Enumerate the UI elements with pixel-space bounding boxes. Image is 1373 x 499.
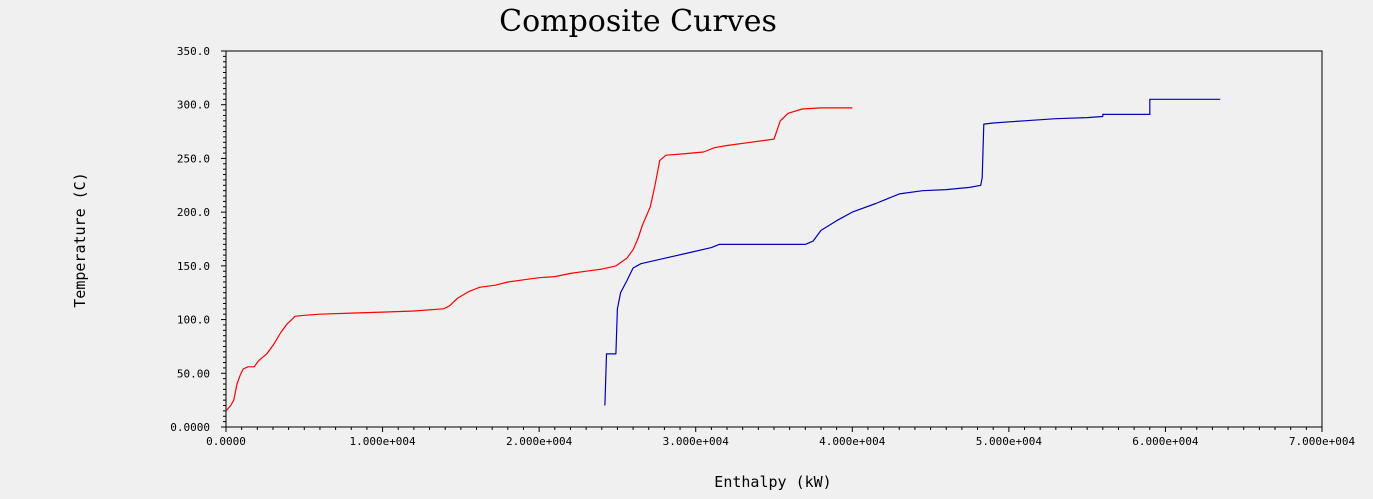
y-tick-label: 0.0000 <box>170 421 210 434</box>
hot-composite-curve <box>225 107 853 412</box>
x-tick-label: 0.0000 <box>206 435 246 448</box>
x-tick-label: 4.000e+004 <box>819 435 886 448</box>
series-layer <box>225 98 1221 412</box>
y-tick-label: 100.0 <box>177 314 210 327</box>
axis-ticks: 0.0000 1.000e+004 2.000e+004 3.000e+004 4.00… <box>170 45 1355 448</box>
x-axis-label: Enthalpy (kW) <box>714 473 831 491</box>
x-tick-label: 3.000e+004 <box>663 435 730 448</box>
x-tick-label: 5.000e+004 <box>976 435 1043 448</box>
plot-area-frame <box>225 50 1323 428</box>
y-tick-label: 300.0 <box>177 99 210 112</box>
cold-composite-curve <box>604 98 1221 406</box>
y-tick-label: 350.0 <box>177 45 210 58</box>
x-tick-label: 6.000e+004 <box>1132 435 1199 448</box>
y-tick-label: 150.0 <box>177 260 210 273</box>
y-tick-label: 250.0 <box>177 152 210 165</box>
chart-title: Composite Curves <box>499 4 777 39</box>
x-tick-label: 7.000e+004 <box>1289 435 1356 448</box>
x-tick-label: 2.000e+004 <box>506 435 573 448</box>
x-tick-label: 1.000e+004 <box>349 435 416 448</box>
y-tick-label: 50.00 <box>177 367 210 380</box>
y-axis-label: Temperature (C) <box>71 172 89 307</box>
y-tick-label: 200.0 <box>177 206 210 219</box>
